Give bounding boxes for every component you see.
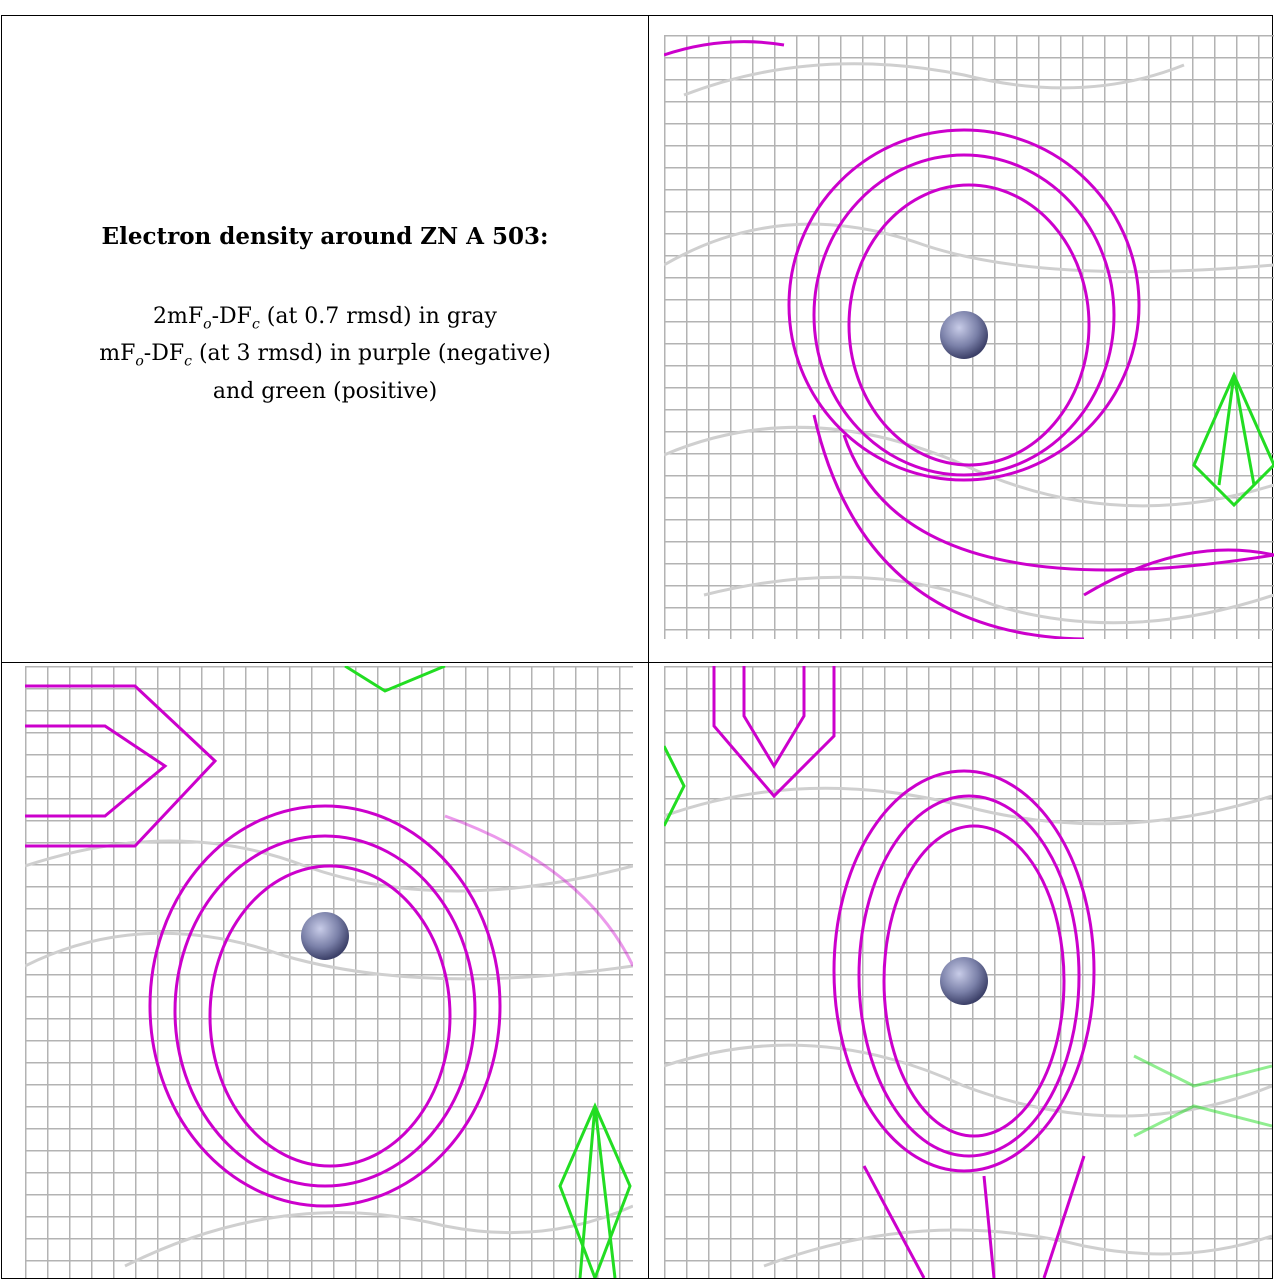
purple-mesh <box>712 666 1096 1278</box>
vertical-divider <box>648 15 649 1279</box>
horizontal-divider <box>1 662 1273 663</box>
caption-panel: Electron density around ZN A 503: 2mFo-D… <box>2 16 648 662</box>
figure-frame <box>1 15 1273 1279</box>
density-view-3-svg <box>664 666 1272 1278</box>
caption-line-3: and green (positive) <box>212 378 438 404</box>
density-view-2-svg <box>25 666 633 1278</box>
gray-mesh <box>25 666 633 1278</box>
purple-mesh <box>25 684 633 1208</box>
density-view-1-svg <box>664 35 1274 639</box>
green-mesh <box>1192 371 1274 508</box>
caption-line-2: mFo-DFc (at 3 rmsd) in purple (negative) <box>99 341 551 370</box>
gray-contours <box>25 839 633 1268</box>
gray-contours <box>664 786 1272 1268</box>
density-view-1 <box>664 35 1274 639</box>
green-mesh <box>344 666 632 1278</box>
caption-line-1: 2mFo-DFc (at 0.7 rmsd) in gray <box>153 304 497 333</box>
purple-mesh <box>664 40 1274 639</box>
density-view-2 <box>25 666 633 1278</box>
green-mesh <box>664 745 1272 1138</box>
density-view-3 <box>664 666 1272 1278</box>
zinc-atom-icon <box>940 311 988 359</box>
zinc-atom-icon <box>301 912 349 960</box>
caption-description: 2mFo-DFc (at 0.7 rmsd) in gray mFo-DFc (… <box>99 302 551 407</box>
zinc-atom-icon <box>940 957 988 1005</box>
caption-title: Electron density around ZN A 503: <box>101 223 549 250</box>
